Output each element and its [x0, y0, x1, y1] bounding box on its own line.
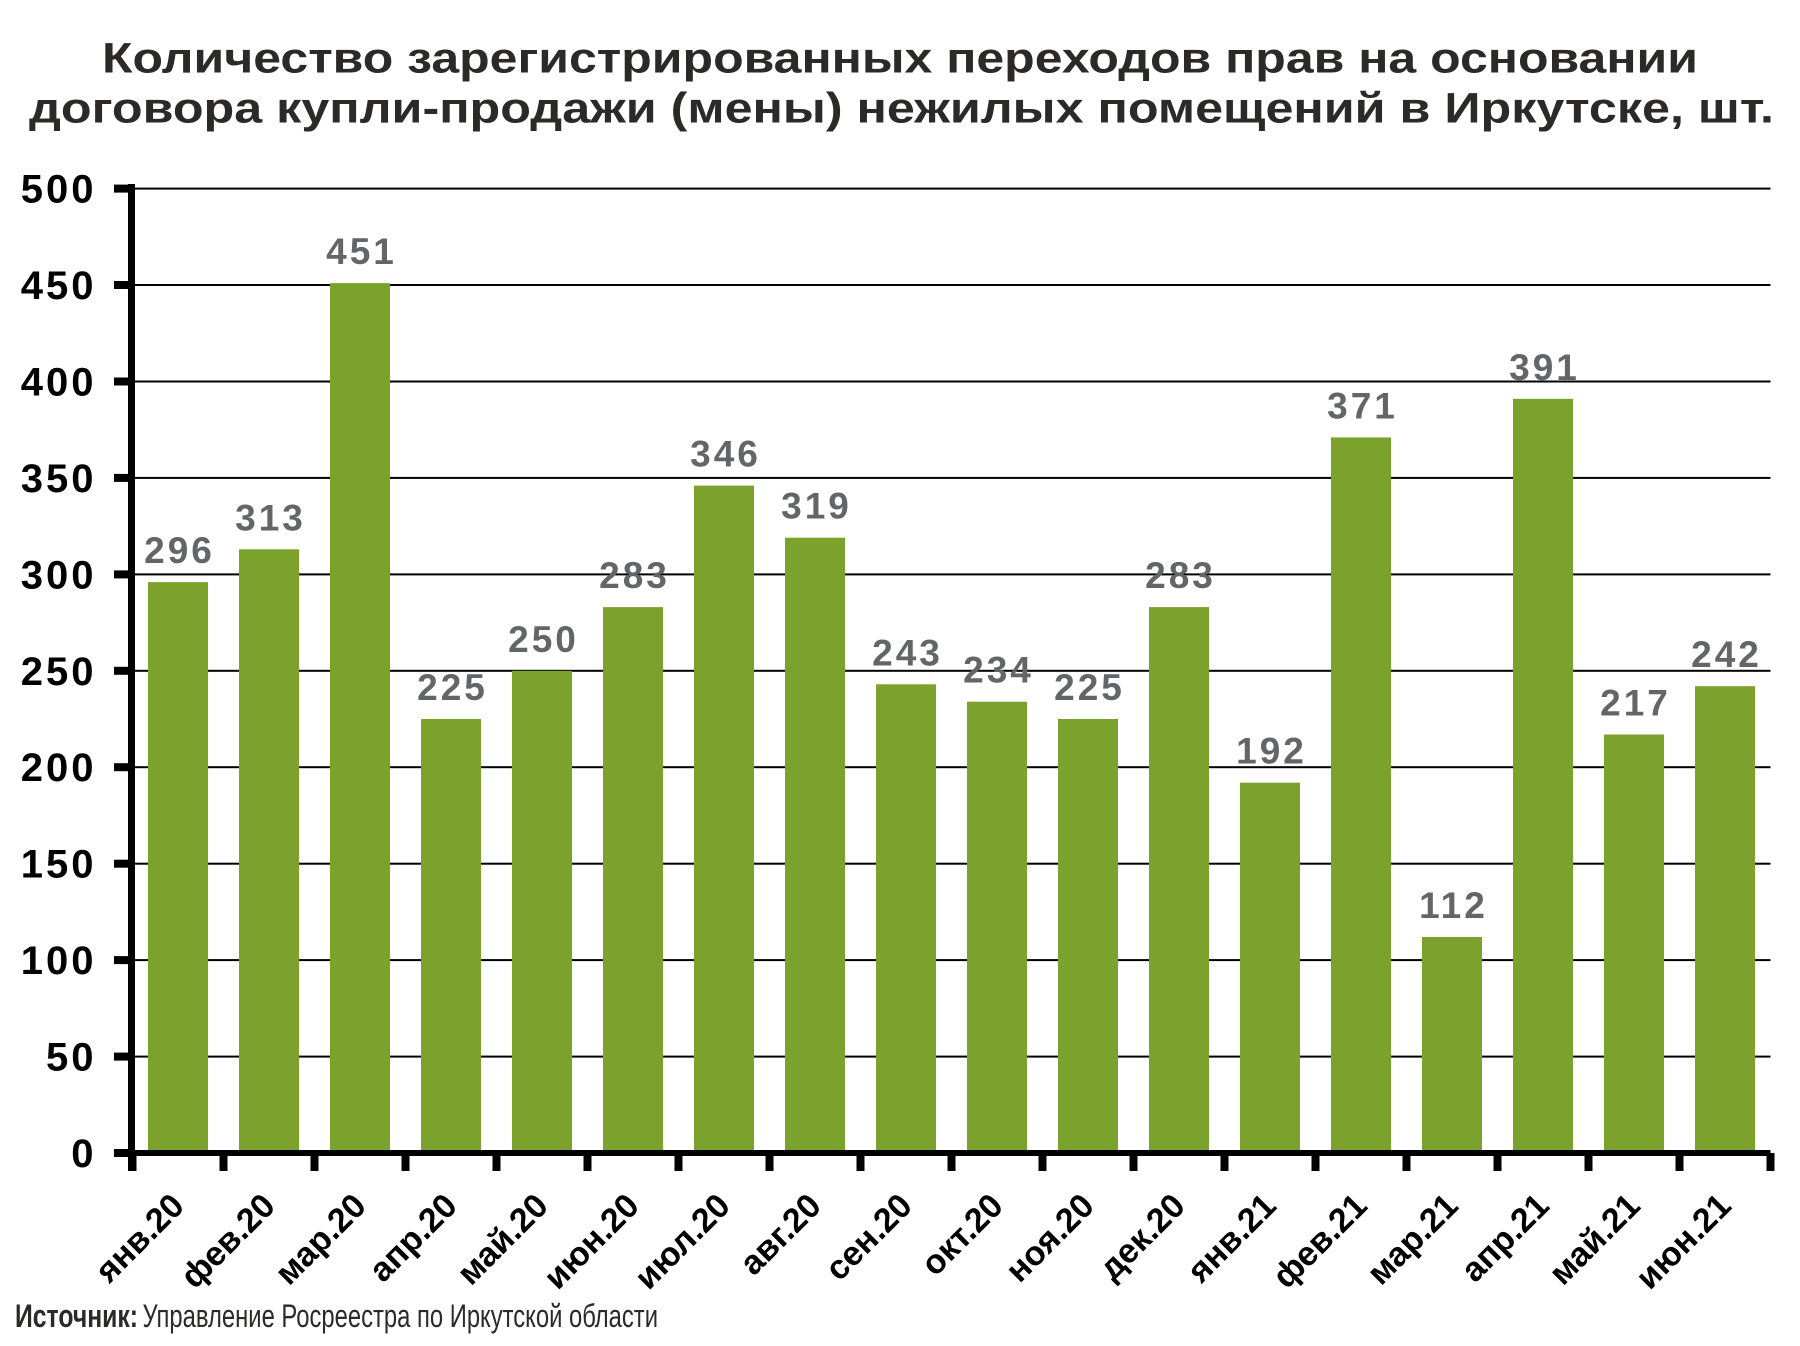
svg-text:400: 400: [21, 361, 97, 405]
svg-text:319: 319: [781, 486, 852, 527]
svg-text:Количество зарегистрированных: Количество зарегистрированных переходов …: [102, 35, 1698, 83]
svg-text:234: 234: [963, 650, 1034, 691]
svg-text:243: 243: [872, 632, 943, 673]
svg-text:225: 225: [417, 667, 488, 708]
svg-text:296: 296: [144, 530, 215, 571]
svg-text:225: 225: [1054, 667, 1125, 708]
svg-text:договора купли-продажи (мены): договора купли-продажи (мены) нежилых по…: [29, 85, 1774, 133]
svg-text:300: 300: [21, 553, 97, 597]
svg-text:150: 150: [21, 843, 97, 887]
svg-text:192: 192: [1236, 731, 1307, 772]
svg-text:283: 283: [599, 555, 670, 596]
svg-text:346: 346: [690, 434, 761, 475]
svg-text:350: 350: [21, 457, 97, 501]
svg-text:0: 0: [71, 1132, 96, 1176]
svg-text:200: 200: [21, 746, 97, 790]
svg-text:283: 283: [1145, 555, 1216, 596]
svg-text:50: 50: [46, 1036, 97, 1080]
svg-text:500: 500: [21, 168, 97, 212]
svg-text:Источник:: Источник:: [15, 1298, 138, 1334]
svg-text:112: 112: [1419, 885, 1488, 926]
svg-text:371: 371: [1327, 385, 1398, 426]
svg-text:217: 217: [1600, 683, 1671, 724]
svg-text:391: 391: [1509, 347, 1580, 388]
svg-text:313: 313: [235, 497, 306, 538]
svg-text:Управление Росреестра по Иркут: Управление Росреестра по Иркутской облас…: [143, 1298, 659, 1334]
svg-text:450: 450: [21, 264, 97, 308]
svg-text:250: 250: [21, 650, 97, 694]
svg-text:451: 451: [326, 231, 397, 272]
svg-text:100: 100: [21, 939, 97, 983]
svg-text:250: 250: [508, 619, 579, 660]
svg-text:242: 242: [1691, 634, 1762, 675]
